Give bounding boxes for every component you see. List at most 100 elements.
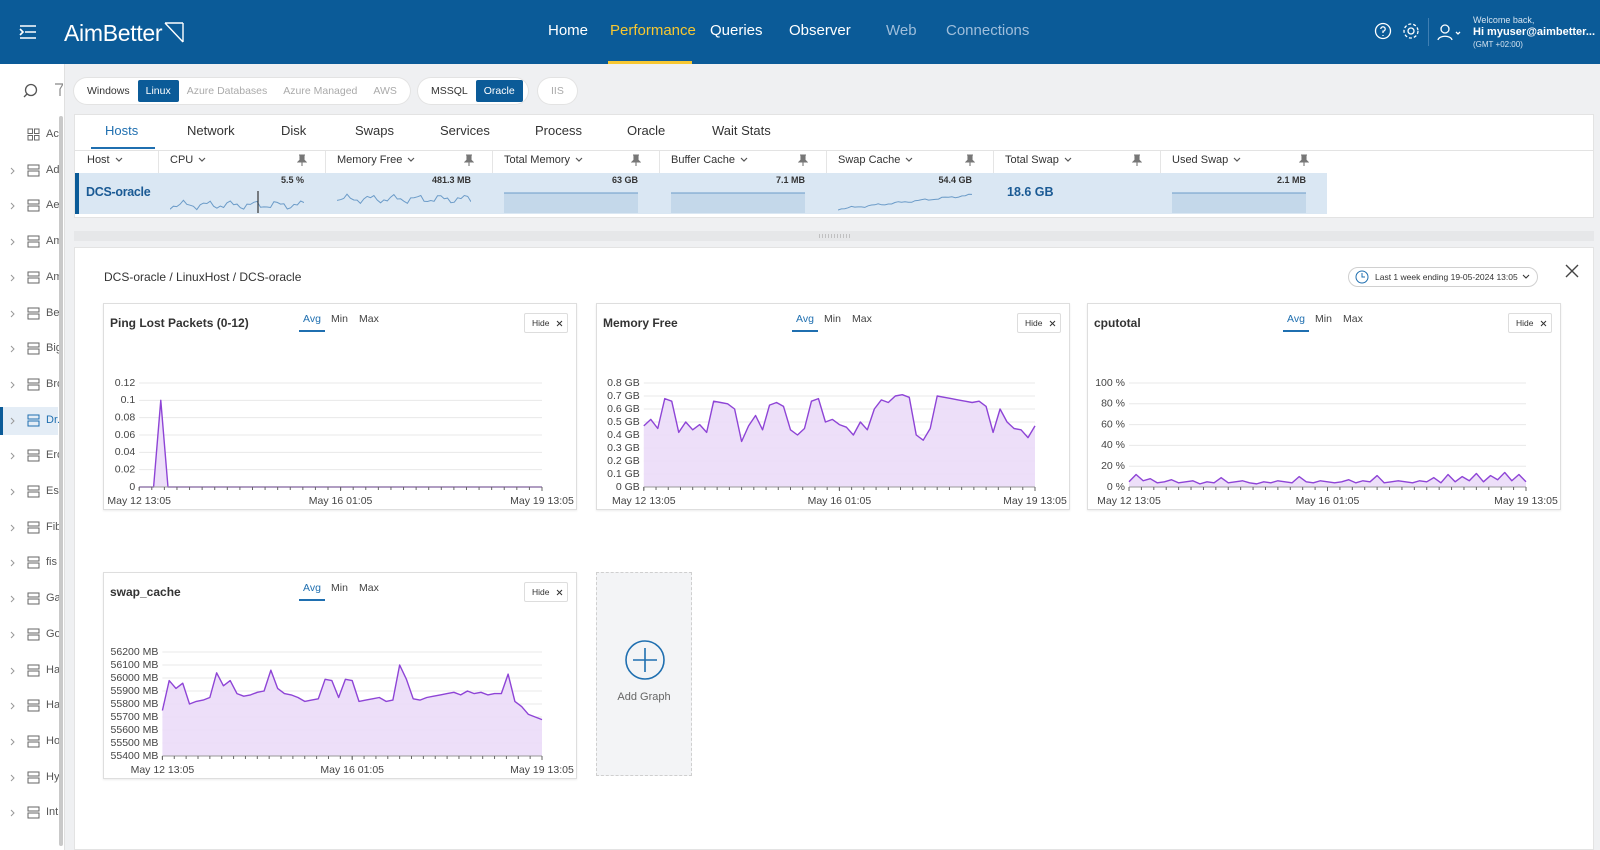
mode-tab[interactable]: Avg bbox=[303, 582, 321, 594]
user-icon[interactable] bbox=[1437, 23, 1463, 41]
pin-icon[interactable] bbox=[798, 154, 808, 166]
filter-pill[interactable]: AWS bbox=[373, 85, 397, 97]
time-range[interactable]: Last 1 week ending 19-05-2024 13:05 bbox=[1348, 267, 1538, 287]
sidebar-item[interactable]: Dr. bbox=[0, 406, 59, 435]
hide-button[interactable]: Hide bbox=[1508, 313, 1552, 333]
settings-icon[interactable] bbox=[1402, 22, 1420, 40]
pin-icon[interactable] bbox=[297, 154, 307, 166]
tab[interactable]: Network bbox=[187, 123, 235, 138]
add-graph-card[interactable]: Add Graph bbox=[596, 572, 692, 776]
sidebar-item[interactable]: Be bbox=[0, 300, 59, 328]
mode-tab[interactable]: Max bbox=[359, 313, 379, 325]
server-icon-part bbox=[27, 199, 40, 205]
server-icon bbox=[27, 307, 40, 319]
hide-button[interactable]: Hide bbox=[1017, 313, 1061, 333]
sidebar-item[interactable]: Hy bbox=[0, 764, 59, 792]
filter-icon[interactable] bbox=[55, 83, 63, 97]
sidebar-item[interactable]: Ero bbox=[0, 442, 59, 470]
nav-link[interactable]: Web bbox=[886, 22, 917, 39]
tab[interactable]: Hosts bbox=[105, 123, 139, 138]
sidebar-item[interactable]: Ae bbox=[0, 192, 59, 220]
tab[interactable]: Services bbox=[440, 123, 490, 138]
x-tick-label: May 12 13:05 bbox=[612, 495, 676, 507]
mode-tab[interactable]: Min bbox=[824, 313, 841, 325]
expand-caret-part bbox=[10, 738, 15, 746]
mode-tab[interactable]: Min bbox=[331, 582, 348, 594]
mode-tab[interactable]: Avg bbox=[796, 313, 814, 325]
hide-button[interactable]: Hide bbox=[524, 582, 568, 602]
sidebar-item[interactable]: Ac bbox=[0, 121, 59, 149]
mode-tab[interactable]: Max bbox=[359, 582, 379, 594]
sidebar-item[interactable]: Am bbox=[0, 264, 59, 292]
pin-icon-part bbox=[965, 154, 975, 166]
filter-pill[interactable]: Windows bbox=[87, 85, 130, 97]
sidebar-item[interactable]: Bro bbox=[0, 371, 59, 399]
column-header[interactable]: Buffer Cache bbox=[671, 154, 750, 166]
sidebar-item[interactable]: Ad bbox=[0, 157, 59, 185]
x-tick-label: May 19 13:05 bbox=[1003, 495, 1067, 507]
column-header[interactable]: Used Swap bbox=[1172, 154, 1243, 166]
hide-button[interactable]: Hide bbox=[524, 313, 568, 333]
search-icon[interactable] bbox=[23, 83, 39, 99]
column-header[interactable]: Memory Free bbox=[337, 154, 417, 166]
filter-pill[interactable]: IIS bbox=[551, 85, 564, 97]
filter-pill[interactable]: Azure Databases bbox=[186, 85, 268, 97]
column-header[interactable]: Swap Cache bbox=[838, 154, 915, 166]
column-header[interactable]: CPU bbox=[170, 154, 208, 166]
sidebar-item[interactable]: Big bbox=[0, 335, 59, 363]
splitter[interactable] bbox=[74, 231, 1594, 241]
filter-pill[interactable]: Azure Managed bbox=[283, 85, 358, 97]
column-header[interactable]: Total Swap bbox=[1005, 154, 1074, 166]
hide-label: Hide bbox=[532, 587, 550, 597]
pin-icon[interactable] bbox=[1132, 154, 1142, 166]
nav-link[interactable]: Connections bbox=[946, 22, 1030, 39]
nav-link[interactable]: Performance bbox=[610, 22, 696, 39]
mode-tab[interactable]: Max bbox=[852, 313, 872, 325]
nav-link[interactable]: Home bbox=[548, 22, 589, 39]
timezone: (GMT +02:00) bbox=[1473, 40, 1523, 49]
mode-tab[interactable]: Min bbox=[1315, 313, 1332, 325]
nav-link[interactable]: Queries bbox=[710, 22, 763, 39]
pin-icon[interactable] bbox=[464, 154, 474, 166]
server-icon bbox=[27, 806, 40, 819]
menu-icon[interactable] bbox=[18, 24, 38, 40]
sidebar-item[interactable]: Am bbox=[0, 228, 59, 256]
column-header[interactable]: Total Memory bbox=[504, 154, 585, 166]
sort-chevron bbox=[115, 157, 123, 162]
sidebar-item[interactable]: Ga bbox=[0, 585, 59, 613]
sidebar-item[interactable]: Ha bbox=[0, 657, 59, 685]
sidebar-item[interactable]: Go bbox=[0, 621, 59, 649]
nav-link[interactable]: Observer bbox=[789, 22, 851, 39]
server-icon-part bbox=[27, 414, 40, 420]
tab[interactable]: Disk bbox=[281, 123, 307, 138]
help-icon[interactable] bbox=[1374, 22, 1392, 40]
filter-pill[interactable]: Oracle bbox=[475, 80, 523, 102]
server-icon-part bbox=[27, 771, 40, 777]
pin-icon[interactable] bbox=[965, 154, 975, 166]
sidebar-item[interactable]: Fib bbox=[0, 514, 59, 542]
sidebar-item[interactable]: fis bbox=[0, 549, 58, 577]
expand-caret bbox=[10, 488, 15, 496]
tab[interactable]: Wait Stats bbox=[712, 123, 771, 138]
mode-tab[interactable]: Avg bbox=[1287, 313, 1305, 325]
pin-icon[interactable] bbox=[1299, 154, 1309, 166]
column-title: Used Swap bbox=[1172, 154, 1229, 166]
pin-icon[interactable] bbox=[631, 154, 641, 166]
filter-pill[interactable]: Linux bbox=[137, 80, 179, 102]
mode-tab[interactable]: Avg bbox=[303, 313, 321, 325]
tab[interactable]: Oracle bbox=[627, 123, 666, 138]
mode-tab[interactable]: Max bbox=[1343, 313, 1363, 325]
column-header[interactable]: Host bbox=[87, 154, 125, 166]
chart-card: Ping Lost Packets (0-12) Avg Min Max Hide 0 0.… bbox=[103, 303, 577, 510]
tab[interactable]: Swaps bbox=[355, 123, 395, 138]
tab[interactable]: Process bbox=[535, 123, 582, 138]
sidebar-item[interactable]: Int bbox=[0, 799, 58, 827]
sidebar-item[interactable]: Ho bbox=[0, 728, 59, 756]
filter-pill[interactable]: MSSQL bbox=[431, 85, 468, 97]
sidebar-item[interactable]: Esp bbox=[0, 478, 59, 506]
mode-tab[interactable]: Min bbox=[331, 313, 348, 325]
sidebar-item[interactable]: Ha bbox=[0, 692, 59, 720]
close-icon[interactable] bbox=[1564, 263, 1580, 279]
sort-chevron bbox=[198, 157, 206, 162]
